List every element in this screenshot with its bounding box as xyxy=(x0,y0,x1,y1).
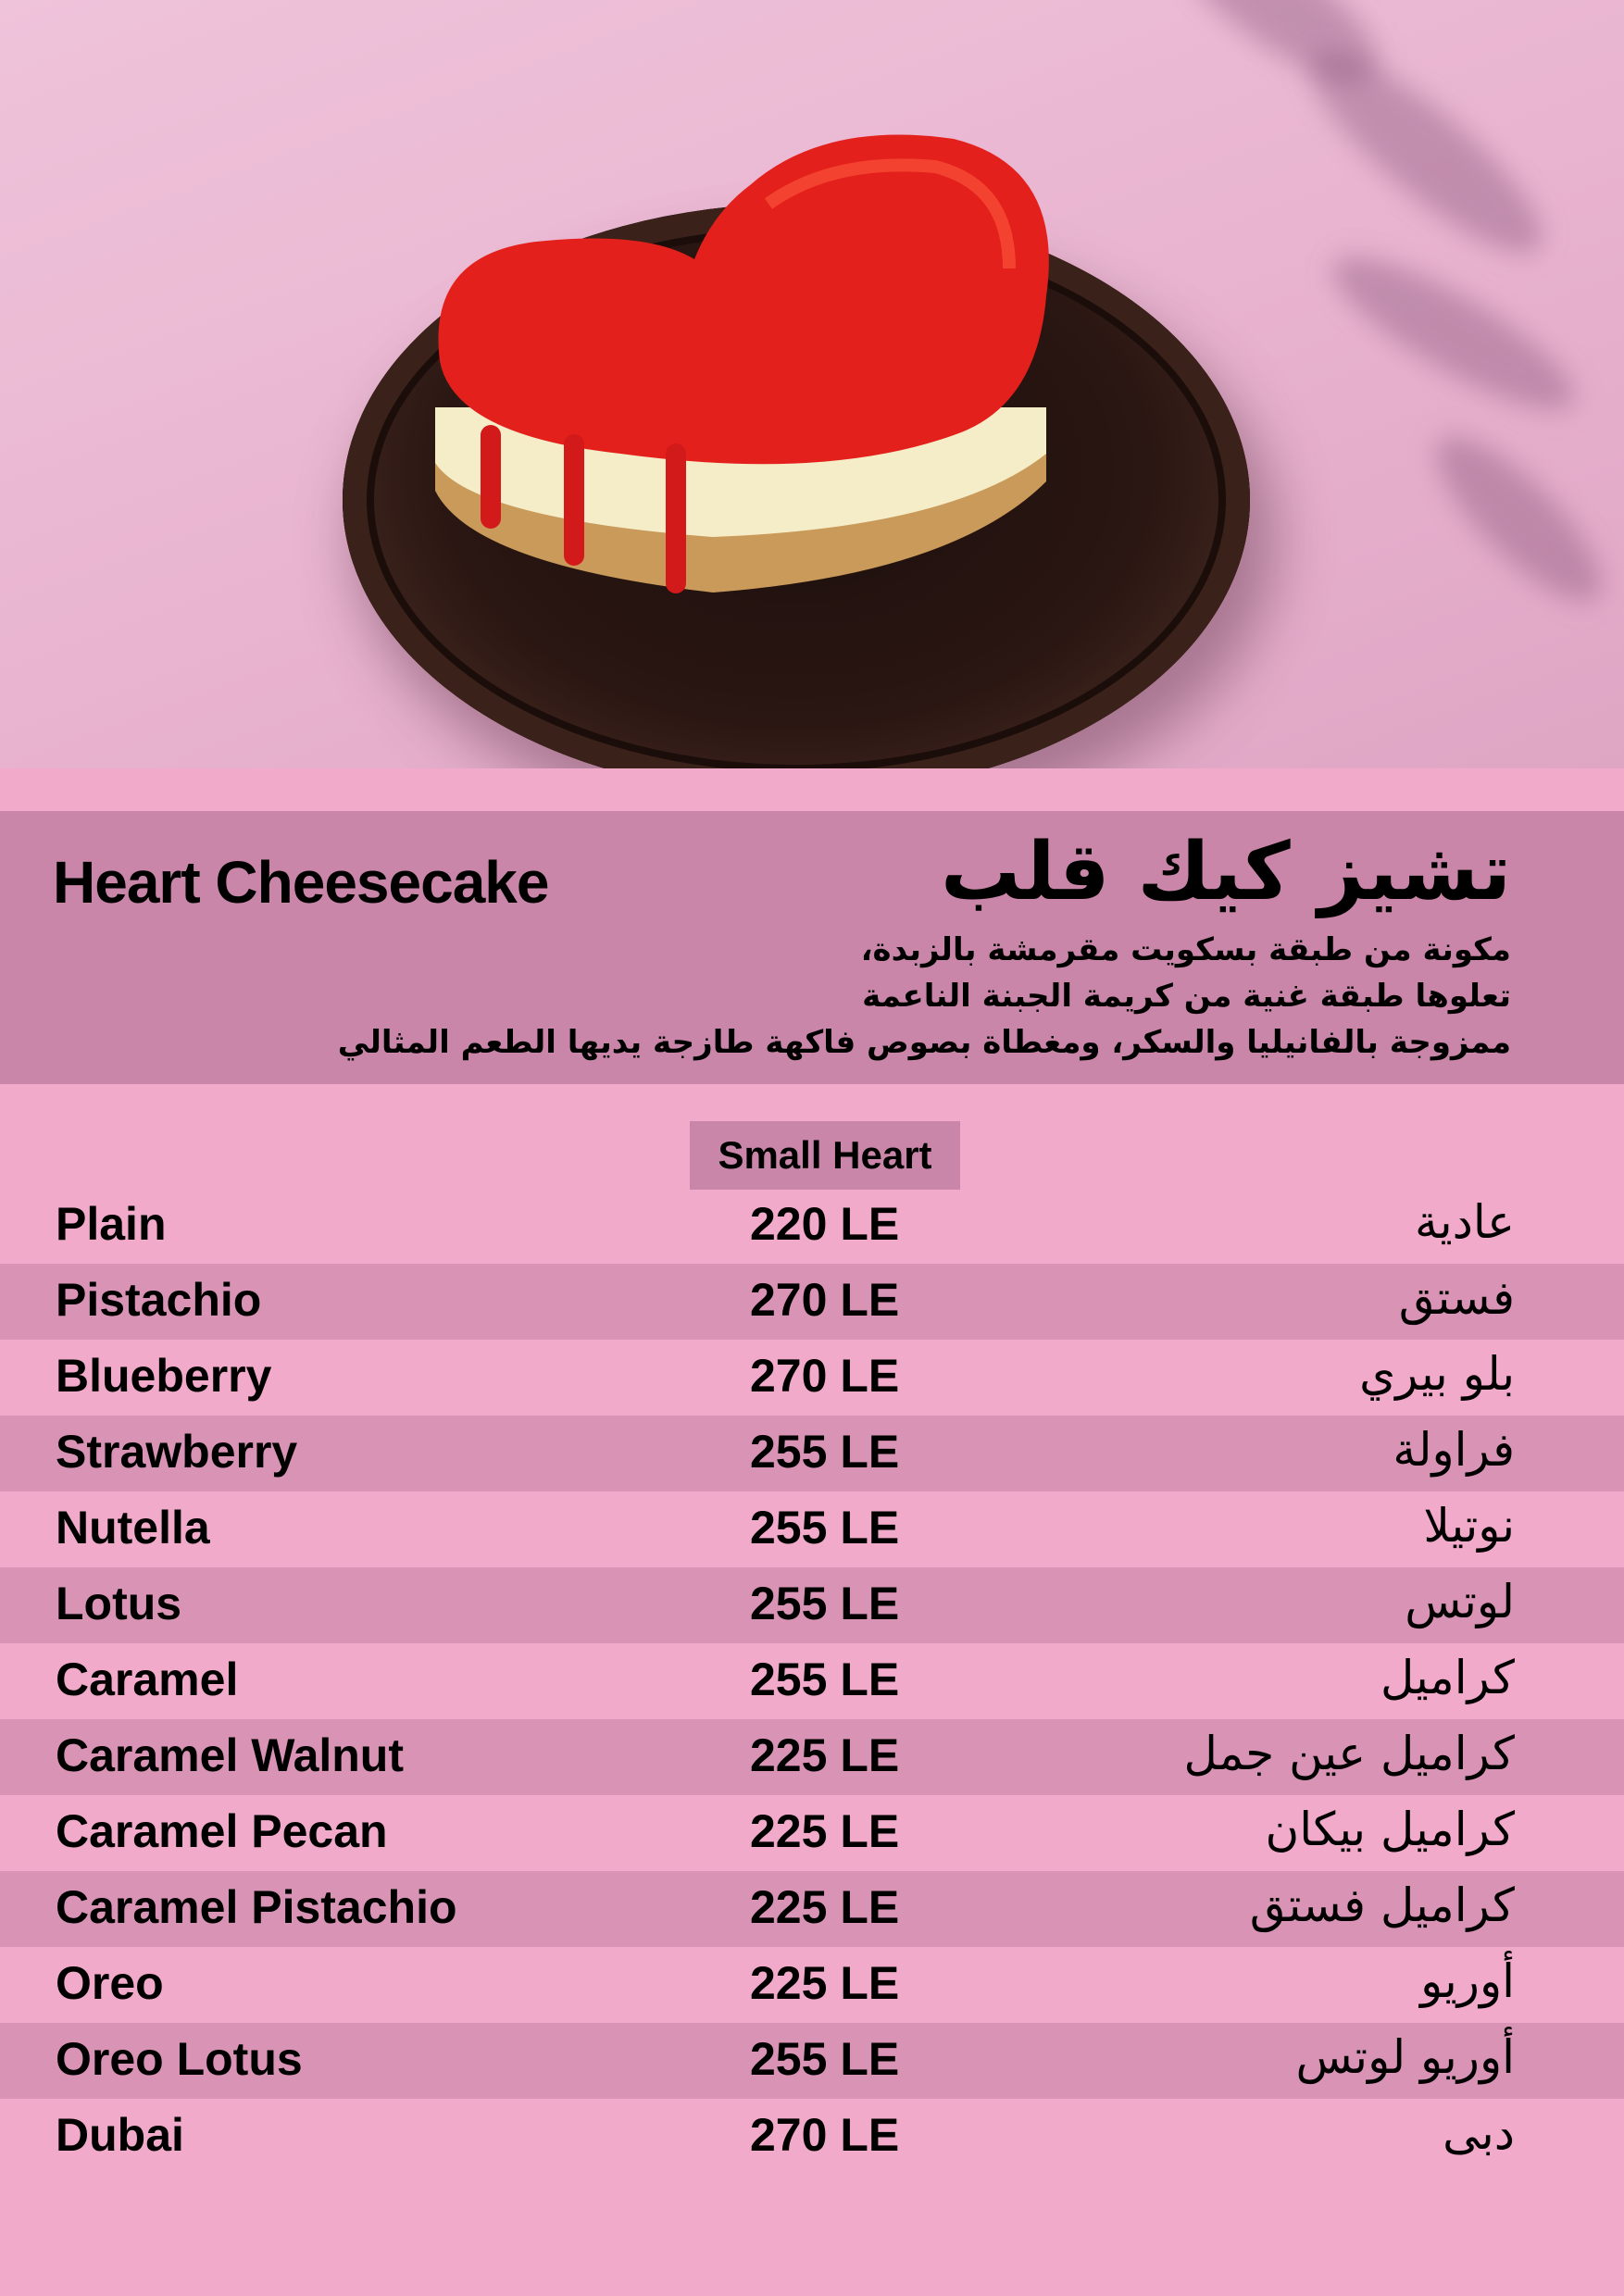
price: 270 LE xyxy=(750,1350,900,1402)
flavor-en: Strawberry xyxy=(56,1426,298,1478)
size-column-header: Small Heart xyxy=(690,1121,960,1190)
table-row: Oreo 225 LE أوريو xyxy=(0,1947,1624,2023)
flavor-ar: كراميل عين جمل xyxy=(1183,1727,1515,1780)
table-row: Caramel Pistachio 225 LE كراميل فستق xyxy=(0,1871,1624,1947)
price: 255 LE xyxy=(750,1426,900,1478)
price: 220 LE xyxy=(750,1198,900,1250)
heart-cheesecake-photo xyxy=(0,0,1624,768)
leaf-shadow xyxy=(1413,413,1624,624)
flavor-en: Blueberry xyxy=(56,1350,272,1402)
price: 255 LE xyxy=(750,1578,900,1629)
flavor-en: Oreo Lotus xyxy=(56,2033,303,2085)
price: 225 LE xyxy=(750,1729,900,1781)
price: 270 LE xyxy=(750,1274,900,1326)
flavor-en: Nutella xyxy=(56,1502,210,1554)
price: 255 LE xyxy=(750,2033,900,2085)
flavor-en: Pistachio xyxy=(56,1274,262,1326)
price: 225 LE xyxy=(750,1957,900,2009)
product-title-ar: تشيز كيك قلب xyxy=(941,826,1511,918)
description-line: ممزوجة بالفانيليا والسكر، ومغطاة بصوص فا… xyxy=(337,1024,1511,1061)
table-row: Pistachio 270 LE فستق xyxy=(0,1264,1624,1340)
leaf-shadow xyxy=(1315,231,1593,435)
table-row: Oreo Lotus 255 LE أوريو لوتس xyxy=(0,2023,1624,2099)
flavor-ar: كراميل فستق xyxy=(1249,1878,1515,1932)
divider-band xyxy=(0,768,1624,811)
flavor-ar: دبى xyxy=(1443,2106,1515,2160)
flavor-ar: فستق xyxy=(1398,1271,1515,1325)
price: 270 LE xyxy=(750,2109,900,2161)
table-row: Caramel Pecan 225 LE كراميل بيكان xyxy=(0,1795,1624,1871)
table-row: Strawberry 255 LE فراولة xyxy=(0,1416,1624,1491)
table-row: Dubai 270 LE دبى xyxy=(0,2099,1624,2175)
flavor-ar: أوريو لوتس xyxy=(1295,2030,1515,2084)
price: 225 LE xyxy=(750,1881,900,1933)
product-title-en: Heart Cheesecake xyxy=(53,849,549,916)
flavor-en: Caramel Walnut xyxy=(56,1729,405,1781)
flavor-ar: بلو بيري xyxy=(1359,1347,1515,1401)
flavor-ar: أوريو xyxy=(1420,1954,1515,2008)
flavor-en: Lotus xyxy=(56,1578,182,1629)
table-row: Caramel 255 LE كراميل xyxy=(0,1643,1624,1719)
table-row: Nutella 255 LE نوتيلا xyxy=(0,1491,1624,1567)
product-header: Heart Cheesecake تشيز كيك قلب مكونة من ط… xyxy=(0,811,1624,1084)
flavor-en: Caramel Pecan xyxy=(56,1805,388,1857)
flavor-en: Oreo xyxy=(56,1957,164,2009)
price: 255 LE xyxy=(750,1502,900,1554)
table-row: Plain 220 LE عادية xyxy=(0,1188,1624,1264)
leaf-shadow xyxy=(1285,25,1567,281)
price-table: Plain 220 LE عادية Pistachio 270 LE فستق Blu… xyxy=(0,1188,1624,2175)
flavor-en: Plain xyxy=(56,1198,167,1250)
price: 255 LE xyxy=(750,1653,900,1705)
product-description-ar: مكونة من طبقة بسكويت مقرمشة بالزبدة، تعل… xyxy=(338,927,1511,1066)
price: 225 LE xyxy=(750,1805,900,1857)
flavor-ar: كراميل بيكان xyxy=(1265,1803,1515,1856)
cake-image xyxy=(435,134,1049,593)
flavor-en: Dubai xyxy=(56,2109,184,2161)
flavor-ar: فراولة xyxy=(1393,1423,1515,1477)
table-row: Lotus 255 LE لوتس xyxy=(0,1567,1624,1643)
description-line: مكونة من طبقة بسكويت مقرمشة بالزبدة، xyxy=(860,931,1511,968)
flavor-en: Caramel Pistachio xyxy=(56,1881,457,1933)
flavor-ar: كراميل xyxy=(1380,1651,1515,1704)
table-row: Caramel Walnut 225 LE كراميل عين جمل xyxy=(0,1719,1624,1795)
flavor-ar: لوتس xyxy=(1405,1575,1515,1628)
description-line: تعلوها طبقة غنية من كريمة الجبنة الناعمة xyxy=(862,978,1511,1015)
flavor-ar: عادية xyxy=(1414,1195,1515,1249)
flavor-ar: نوتيلا xyxy=(1423,1499,1515,1553)
flavor-en: Caramel xyxy=(56,1653,239,1705)
table-row: Blueberry 270 LE بلو بيري xyxy=(0,1340,1624,1416)
